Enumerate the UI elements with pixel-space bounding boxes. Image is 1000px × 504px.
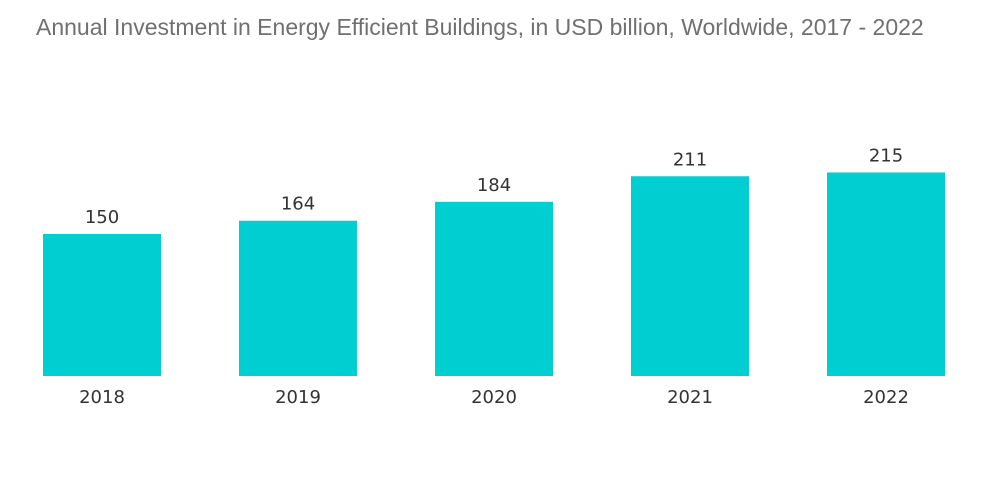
data-label-2022: 215 bbox=[869, 145, 903, 166]
bar-2018 bbox=[43, 234, 161, 376]
bar-2019 bbox=[239, 220, 357, 376]
x-tick-label-2019: 2019 bbox=[275, 387, 321, 408]
data-label-2021: 211 bbox=[673, 149, 707, 170]
bar-2022 bbox=[827, 172, 945, 376]
x-tick-label-2021: 2021 bbox=[667, 387, 713, 408]
x-tick-label-2018: 2018 bbox=[79, 387, 125, 408]
data-label-2018: 150 bbox=[85, 207, 119, 228]
chart-title: Annual Investment in Energy Efficient Bu… bbox=[36, 14, 924, 40]
bar-2021 bbox=[631, 176, 749, 376]
x-tick-label-2022: 2022 bbox=[863, 387, 909, 408]
data-label-2019: 164 bbox=[281, 194, 315, 215]
data-label-2020: 184 bbox=[477, 175, 511, 196]
x-tick-label-2020: 2020 bbox=[471, 387, 517, 408]
bar-2020 bbox=[435, 201, 553, 376]
